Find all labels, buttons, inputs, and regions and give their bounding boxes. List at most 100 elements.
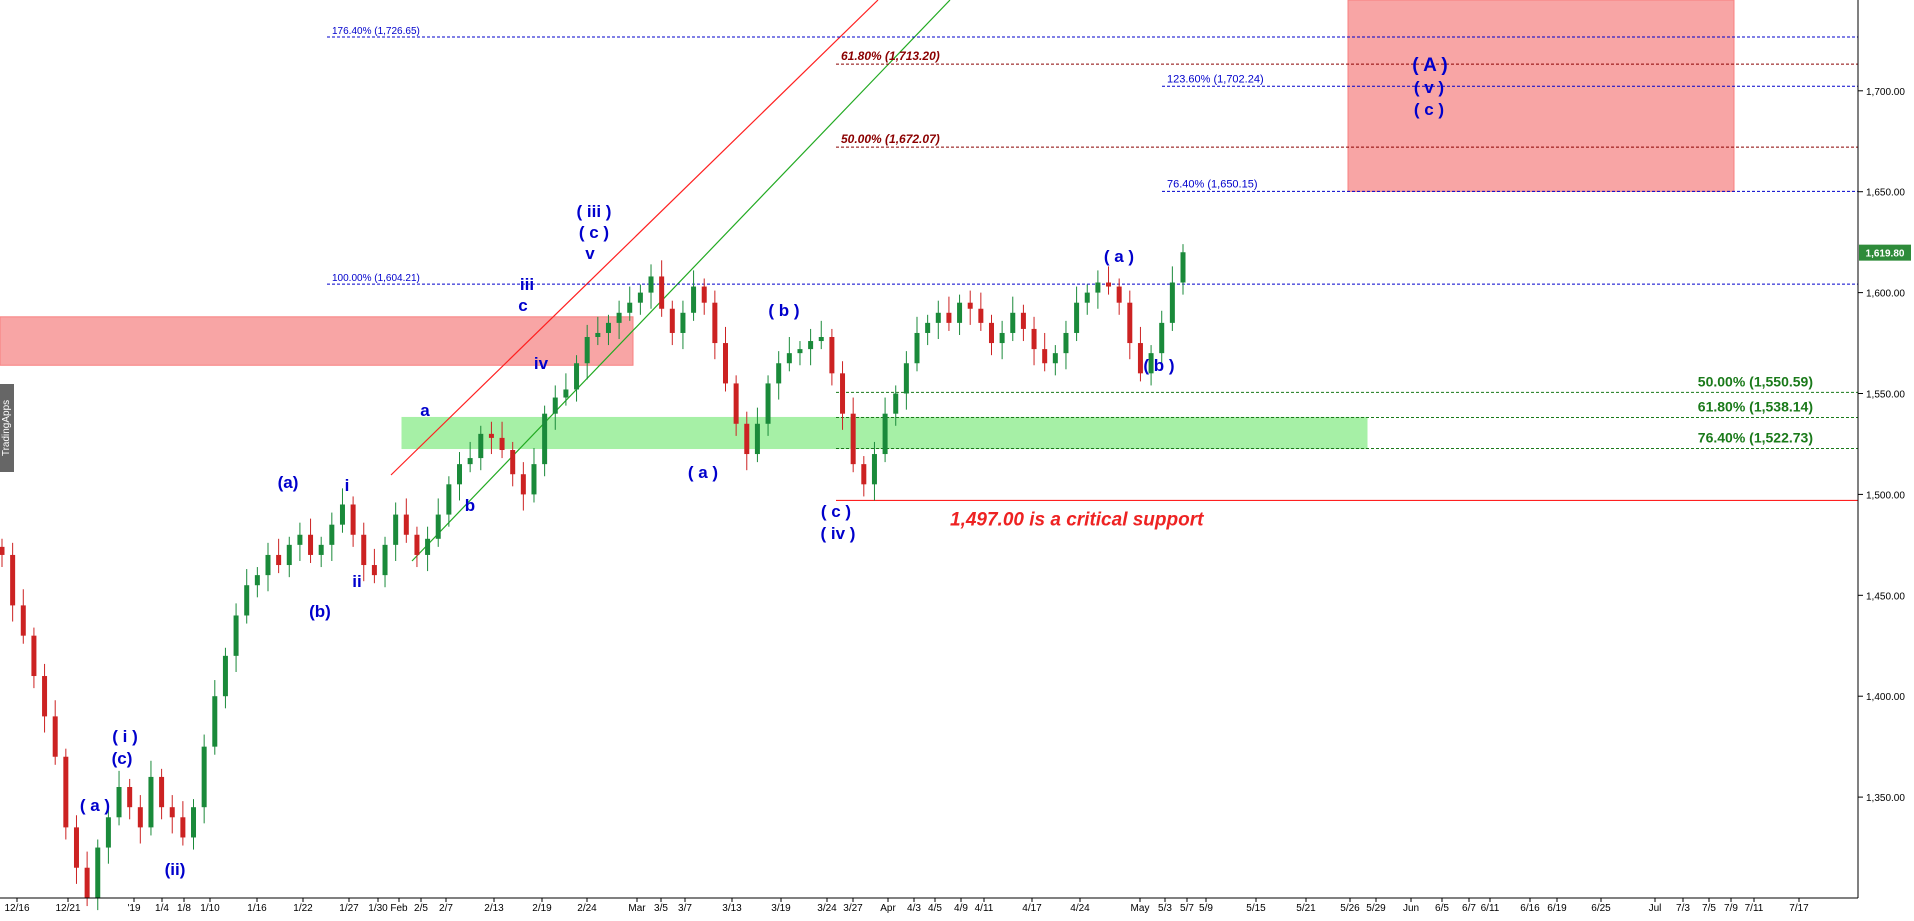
x-tick-label: 5/9 [1199, 903, 1213, 914]
x-tick-label: 4/17 [1022, 903, 1042, 914]
candle-body [1148, 353, 1154, 374]
candle-body [457, 464, 463, 485]
candle-body [999, 332, 1005, 344]
candle-body [786, 353, 792, 364]
x-tick-label: '19 [127, 903, 140, 914]
y-tick-label: 1,450.00 [1866, 591, 1905, 602]
x-tick-label: Feb [390, 903, 408, 914]
wave-label: ( b ) [1143, 356, 1174, 375]
wave-label: ( a ) [80, 796, 110, 815]
x-tick-label: 2/13 [484, 903, 504, 914]
candle-body [542, 413, 548, 465]
candle-body [1169, 282, 1175, 323]
candle-body [467, 458, 473, 465]
x-tick-label: 7/3 [1676, 903, 1690, 914]
candle-body [1042, 349, 1048, 364]
candle-body [222, 655, 228, 697]
y-tick-label: 1,600.00 [1866, 289, 1905, 300]
channel-line-lower [411, 0, 951, 562]
candle-body [595, 332, 601, 338]
x-tick-label: 6/25 [1591, 903, 1611, 914]
candle-body [329, 524, 335, 545]
x-tick-label: 4/5 [928, 903, 942, 914]
candle-body [946, 312, 952, 323]
y-tick-label: 1,700.00 [1866, 87, 1905, 98]
candle-body [191, 807, 197, 838]
candle-body [95, 847, 101, 898]
wave-label: ( i ) [112, 727, 138, 746]
y-tick-label: 1,400.00 [1866, 692, 1905, 703]
x-tick-label: 3/5 [654, 903, 668, 914]
candle-body [701, 286, 707, 303]
x-tick-label: 3/13 [722, 903, 742, 914]
candle-body [1052, 353, 1058, 364]
x-tick-label: 2/19 [532, 903, 552, 914]
candle-body [446, 484, 452, 515]
candle-body [808, 341, 814, 350]
x-tick-label: 6/16 [1520, 903, 1540, 914]
candle-body [733, 383, 739, 424]
candle-body [925, 322, 931, 333]
candle-body [478, 433, 484, 459]
x-tick-label: 4/11 [975, 903, 994, 914]
x-tick-label: 2/7 [439, 903, 453, 914]
x-tick-label: 1/10 [200, 903, 220, 914]
support-label: 1,497.00 is a critical support [950, 509, 1204, 530]
candle-body [137, 807, 143, 828]
x-tick-label: 5/21 [1296, 903, 1316, 914]
candle-body [669, 308, 675, 333]
x-tick-label: 6/7 [1462, 903, 1476, 914]
wave-label: (a) [278, 473, 299, 492]
candle-body [105, 817, 111, 848]
wave-label: ( b ) [768, 301, 799, 320]
candle-body [988, 322, 994, 344]
x-tick-label: 4/3 [907, 903, 921, 914]
candle-body [244, 585, 250, 616]
x-tick-label: 1/30 [368, 903, 388, 914]
candle-body [488, 433, 494, 438]
x-tick-label: Apr [880, 903, 896, 914]
candle-body [276, 554, 282, 566]
candle-body [957, 302, 963, 323]
fib-label: 100.00% (1,604.21) [332, 273, 420, 284]
fib-label: 123.60% (1,702.24) [1167, 73, 1264, 85]
fib-label: 76.40% (1,650.15) [1167, 178, 1258, 190]
x-tick-label: 3/7 [678, 903, 692, 914]
x-tick-label: 12/21 [55, 903, 80, 914]
x-tick-label: 4/9 [954, 903, 968, 914]
fib-label: 61.80% (1,538.14) [1698, 398, 1813, 414]
wave-label: iv [534, 354, 549, 373]
candle-body [893, 393, 899, 414]
channel-line-upper [390, 0, 879, 476]
x-tick-label: Jun [1403, 903, 1419, 914]
x-tick-label: 5/15 [1246, 903, 1266, 914]
candle-body [829, 337, 835, 374]
candle-body [605, 322, 611, 333]
candle-body [563, 389, 569, 398]
wave-label: ( c ) [579, 223, 609, 242]
candle-body [435, 514, 441, 539]
wave-label: ( v ) [1414, 78, 1444, 97]
candle-body [73, 827, 79, 868]
candle-body [1116, 286, 1122, 303]
candle-body [935, 312, 941, 323]
x-tick-label: 12/16 [4, 903, 29, 914]
candle-body [201, 746, 207, 808]
candle-body [1063, 332, 1069, 354]
candle-body [691, 286, 697, 313]
wave-label: (ii) [165, 860, 186, 879]
candle-body [361, 534, 367, 566]
candle-body [212, 696, 218, 747]
candle-body [574, 363, 580, 390]
x-tick-label: 1/27 [339, 903, 359, 914]
candle-body [425, 538, 431, 555]
candle-body [861, 464, 867, 485]
x-tick-label: 7/17 [1789, 903, 1809, 914]
watermark-tab: TradingApps [0, 384, 14, 472]
candle-body [967, 302, 973, 309]
candle-body [531, 464, 537, 495]
candle-body [520, 474, 526, 495]
fib-label: 176.40% (1,726.65) [332, 26, 420, 37]
wave-label: ( A ) [1412, 55, 1448, 76]
candle-body [552, 397, 558, 414]
